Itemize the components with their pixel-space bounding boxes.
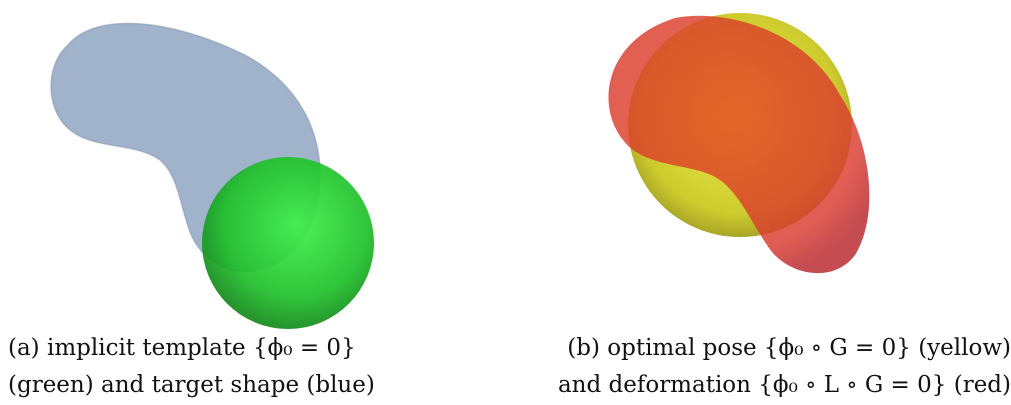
panel-b-caption: (b) optimal pose {ϕ₀ ∘ G = 0} (yellow) a… (558, 330, 1011, 404)
template-sphere-green (202, 157, 374, 329)
panel-a-caption-line2: (green) and target shape (blue) (8, 372, 375, 398)
panel-a-render (50, 22, 374, 329)
panel-b-render (608, 13, 870, 274)
panel-a: (a) implicit template {ϕ₀ = 0} (green) a… (0, 0, 505, 405)
panel-a-caption-line1: (a) implicit template {ϕ₀ = 0} (8, 335, 356, 361)
panel-b-caption-line2: and deformation {ϕ₀ ∘ L ∘ G = 0} (red) (557, 372, 1011, 398)
panel-b-caption-line1: (b) optimal pose {ϕ₀ ∘ G = 0} (yellow) (567, 335, 1011, 361)
deformation-shape-red (608, 15, 870, 274)
panel-a-caption: (a) implicit template {ϕ₀ = 0} (green) a… (8, 330, 375, 404)
panel-b: (b) optimal pose {ϕ₀ ∘ G = 0} (yellow) a… (505, 0, 1011, 405)
